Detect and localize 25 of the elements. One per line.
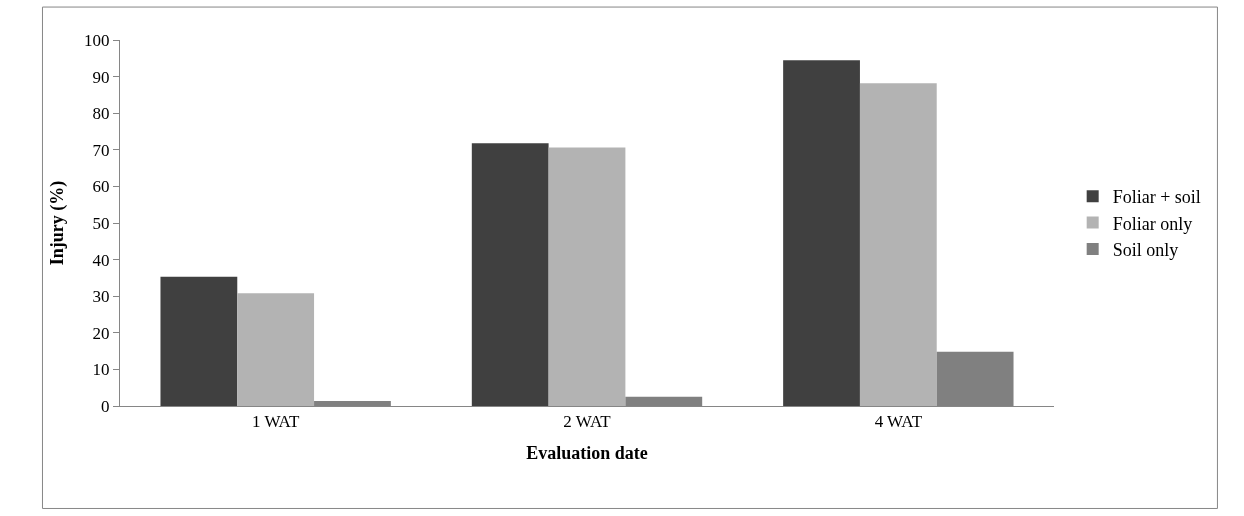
bar — [160, 276, 238, 406]
y-tick-label: 80 — [92, 104, 110, 124]
bar — [471, 143, 549, 406]
y-tick-label: 30 — [92, 287, 110, 307]
bar — [548, 147, 626, 406]
legend-label: Foliar only — [1112, 213, 1193, 234]
y-tick-label: 10 — [92, 360, 110, 380]
y-tick-label: 100 — [84, 30, 110, 50]
bar — [859, 83, 937, 406]
x-tick-label: 4 WAT — [874, 412, 923, 432]
bar — [783, 60, 860, 406]
legend-label: Soil only — [1112, 240, 1179, 261]
x-tick-label: 2 WAT — [563, 412, 612, 432]
bar — [237, 293, 315, 406]
y-tick-label: 20 — [92, 323, 110, 343]
y-tick-label: 90 — [92, 67, 110, 87]
y-tick-label: 40 — [92, 250, 110, 270]
y-tick-label: 70 — [92, 140, 110, 160]
legend-label: Foliar + soil — [1112, 187, 1201, 208]
y-tick-label: 50 — [92, 213, 110, 233]
x-axis-title: Evaluation date — [526, 442, 648, 463]
y-axis-title: Injury (%) — [47, 180, 69, 266]
y-tick-label: 60 — [92, 177, 110, 197]
y-tick-label: 0 — [101, 396, 110, 416]
x-tick-label: 1 WAT — [251, 412, 300, 432]
